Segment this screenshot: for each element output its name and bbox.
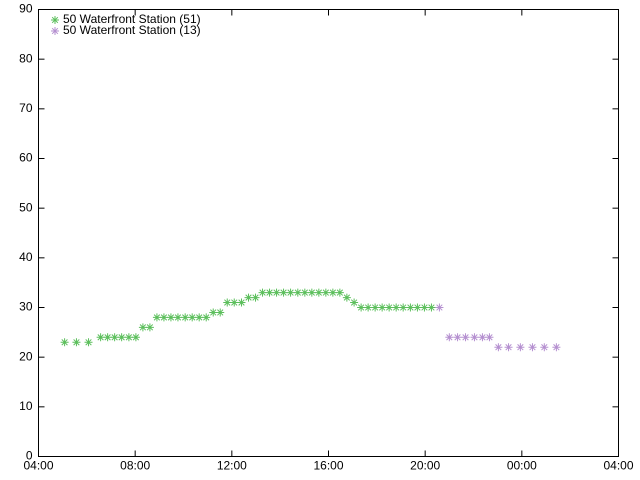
data-point xyxy=(237,298,246,307)
data-point xyxy=(103,333,112,342)
plot-frame xyxy=(38,9,619,457)
data-point xyxy=(131,333,140,342)
data-point xyxy=(314,288,323,297)
x-tick-label: 00:00 xyxy=(507,459,537,473)
data-point xyxy=(420,303,429,312)
data-point xyxy=(321,288,330,297)
y-tick-label: 10 xyxy=(19,399,33,413)
data-point xyxy=(364,303,373,312)
legend-marker xyxy=(51,27,59,35)
y-tick-label: 30 xyxy=(19,300,33,314)
data-point xyxy=(293,288,302,297)
data-point xyxy=(528,343,537,352)
data-point xyxy=(435,303,444,312)
y-tick-label: 40 xyxy=(19,250,33,264)
data-point xyxy=(307,288,316,297)
data-point xyxy=(60,338,69,347)
legend-marker xyxy=(51,16,59,24)
data-point xyxy=(265,288,274,297)
data-point xyxy=(504,343,513,352)
data-point xyxy=(300,288,309,297)
y-tick-label: 60 xyxy=(19,151,33,165)
data-point xyxy=(258,288,267,297)
data-point xyxy=(392,303,401,312)
y-tick-label: 0 xyxy=(26,449,33,463)
data-point xyxy=(385,303,394,312)
data-point xyxy=(138,323,147,332)
data-point xyxy=(188,313,197,322)
legend-label: 50 Waterfront Station (51) xyxy=(63,12,201,26)
data-point xyxy=(173,313,182,322)
data-point xyxy=(209,308,218,317)
data-point xyxy=(117,333,126,342)
data-point xyxy=(413,303,422,312)
data-point xyxy=(552,343,561,352)
data-point xyxy=(357,303,366,312)
y-tick-label: 50 xyxy=(19,200,33,214)
data-point xyxy=(342,293,351,302)
data-point xyxy=(485,333,494,342)
data-point xyxy=(251,293,260,302)
data-point xyxy=(244,293,253,302)
y-tick-label: 80 xyxy=(19,51,33,65)
data-point xyxy=(286,288,295,297)
data-point xyxy=(470,333,479,342)
x-tick-label: 16:00 xyxy=(313,459,343,473)
y-tick-label: 70 xyxy=(19,101,33,115)
data-point xyxy=(461,333,470,342)
data-point xyxy=(494,343,503,352)
y-tick-label: 20 xyxy=(19,349,33,363)
data-point xyxy=(516,343,525,352)
data-point xyxy=(378,303,387,312)
data-point xyxy=(110,333,119,342)
data-point xyxy=(159,313,168,322)
data-point xyxy=(72,338,81,347)
data-point xyxy=(152,313,161,322)
data-point xyxy=(279,288,288,297)
data-point xyxy=(223,298,232,307)
data-point xyxy=(350,298,359,307)
data-point xyxy=(181,313,190,322)
legend-label: 50 Waterfront Station (13) xyxy=(63,23,201,37)
x-tick-label: 08:00 xyxy=(120,459,150,473)
x-tick-label: 12:00 xyxy=(217,459,247,473)
data-point xyxy=(478,333,487,342)
x-tick-label: 04:00 xyxy=(603,459,633,473)
data-point xyxy=(145,323,154,332)
data-point xyxy=(124,333,133,342)
x-tick-label: 04:00 xyxy=(23,459,53,473)
data-point xyxy=(202,313,211,322)
data-point xyxy=(540,343,549,352)
data-point xyxy=(328,288,337,297)
data-point xyxy=(195,313,204,322)
data-point xyxy=(371,303,380,312)
y-tick-label: 90 xyxy=(19,2,33,16)
data-point xyxy=(272,288,281,297)
x-tick-label: 20:00 xyxy=(410,459,440,473)
data-point xyxy=(96,333,105,342)
data-point xyxy=(453,333,462,342)
data-point xyxy=(406,303,415,312)
data-point xyxy=(445,333,454,342)
data-point xyxy=(335,288,344,297)
data-point xyxy=(399,303,408,312)
data-point xyxy=(84,338,93,347)
data-point xyxy=(230,298,239,307)
data-point xyxy=(427,303,436,312)
data-point xyxy=(166,313,175,322)
data-point xyxy=(216,308,225,317)
